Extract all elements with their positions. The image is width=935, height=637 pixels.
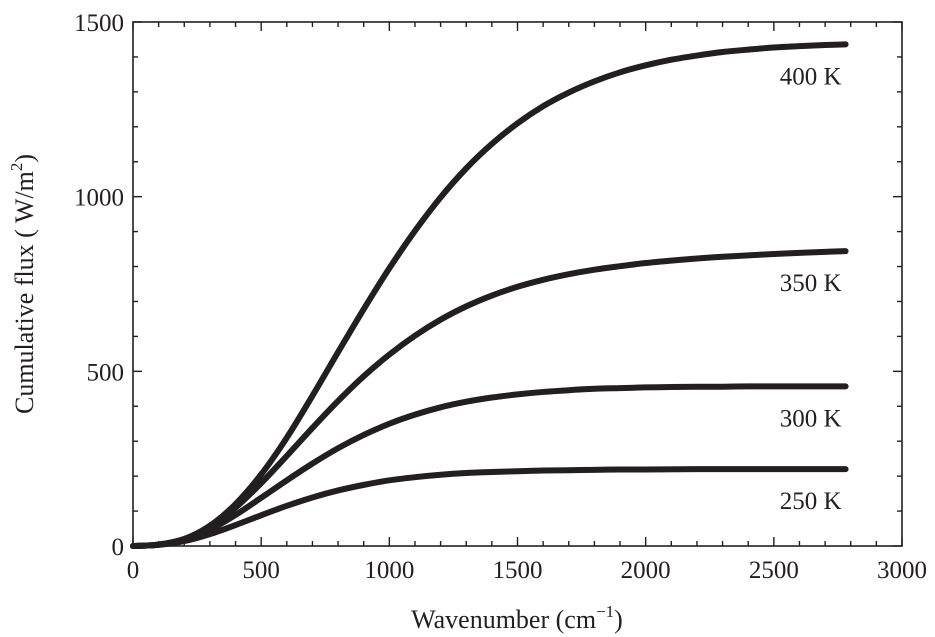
series-lines (130, 41, 849, 549)
x-axis-title: Wavenumber (cm−1) (411, 602, 623, 634)
x-tick-labels: 0 500 1000 1500 2000 2500 3000 (127, 557, 927, 584)
x-tick-label: 2000 (621, 557, 671, 584)
x-tick-label: 1500 (493, 557, 543, 584)
series-line-400k (130, 41, 849, 549)
y-tick-labels: 0 500 1000 1500 (74, 10, 124, 561)
x-tick-label: 1000 (364, 557, 414, 584)
series-line-250k (130, 466, 849, 549)
axis-ticks (132, 21, 903, 547)
series-label-400k: 400 K (780, 63, 842, 90)
x-tick-label: 0 (127, 557, 140, 584)
x-tick-label: 500 (242, 557, 280, 584)
y-tick-label: 1000 (74, 185, 124, 212)
series-labels: 400 K 350 K 300 K 250 K (780, 63, 842, 515)
y-tick-label: 500 (87, 359, 125, 386)
x-tick-label: 2500 (749, 557, 799, 584)
series-line-350k (130, 248, 849, 549)
series-label-350k: 350 K (780, 270, 842, 297)
series-label-300k: 300 K (780, 405, 842, 432)
series-label-250k: 250 K (780, 488, 842, 515)
y-tick-label: 1500 (74, 10, 124, 37)
y-axis-title: Cumulative flux ( W/m2) (7, 154, 39, 414)
x-tick-label: 3000 (877, 557, 927, 584)
series-line-300k (130, 383, 849, 549)
y-tick-label: 0 (112, 534, 125, 561)
